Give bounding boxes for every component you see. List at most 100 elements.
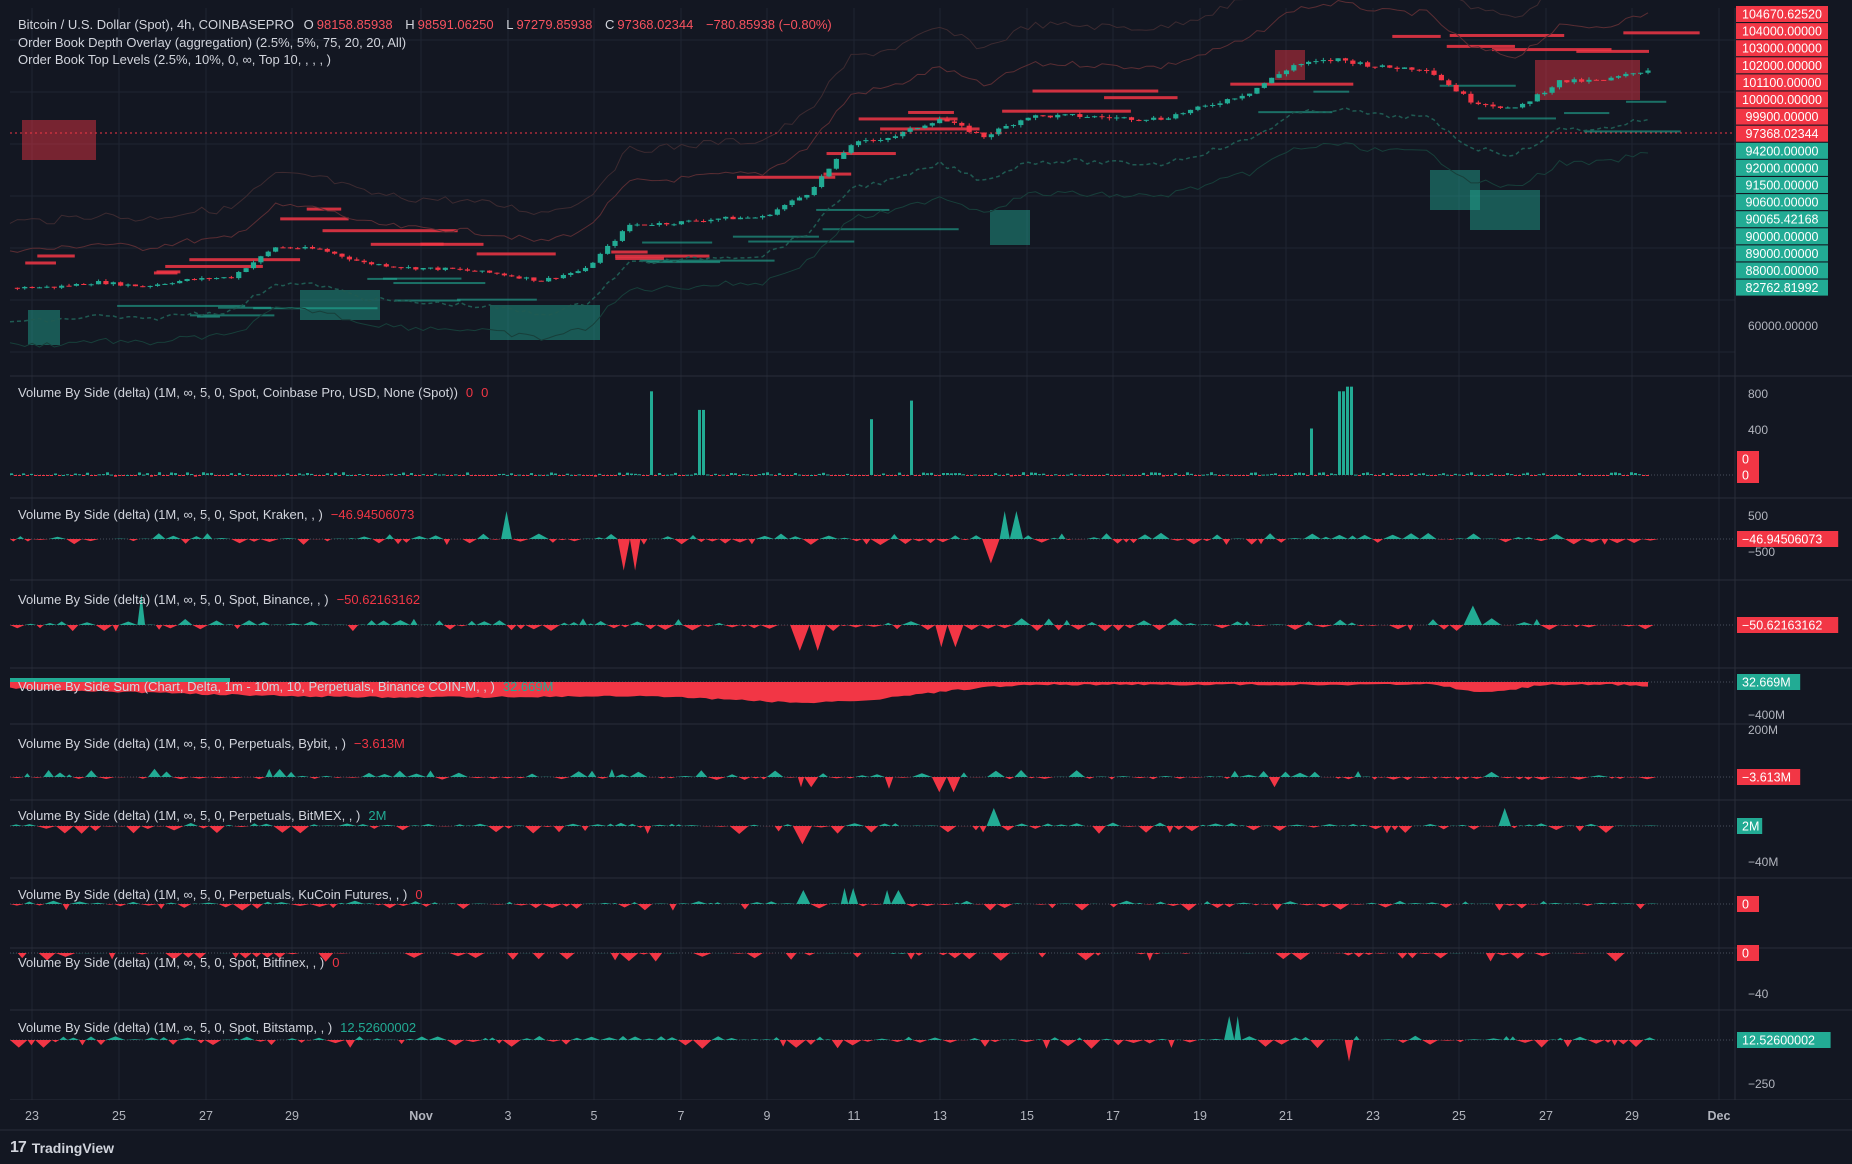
volume-delta-area — [803, 953, 815, 956]
volume-delta-bar — [1110, 475, 1113, 476]
candle-body — [708, 219, 714, 222]
volume-delta-area — [140, 826, 155, 829]
candle-body — [472, 270, 478, 272]
volume-delta-area — [1241, 1036, 1258, 1040]
pane-title-coinbase[interactable]: Volume By Side (delta) (1M, ∞, 5, 0, Spo… — [18, 385, 488, 400]
volume-delta-area — [1534, 953, 1551, 957]
volume-delta-area — [27, 1040, 36, 1046]
volume-delta-area — [1483, 771, 1500, 777]
volume-delta-area — [1534, 823, 1548, 826]
volume-delta-area — [10, 1040, 28, 1048]
volume-delta-area — [1309, 771, 1321, 777]
volume-delta-bar — [610, 475, 613, 476]
volume-delta-area — [1068, 823, 1085, 826]
volume-delta-area — [155, 625, 163, 630]
tradingview-logo[interactable]: 17 TradingView — [10, 1139, 114, 1157]
volume-delta-area — [749, 1039, 760, 1040]
volume-delta-bar — [1294, 473, 1297, 475]
volume-delta-bar — [934, 475, 937, 476]
volume-delta-bar — [810, 474, 813, 476]
candle-body — [553, 277, 559, 279]
volume-delta-bar — [114, 475, 117, 477]
candle-body — [885, 137, 891, 141]
volume-delta-bar — [1478, 474, 1481, 476]
volume-delta-bar — [178, 475, 181, 476]
volume-delta-bar — [1046, 475, 1049, 476]
orderbook-level-bar — [197, 315, 220, 318]
pane-title-bitfinex[interactable]: Volume By Side (delta) (1M, ∞, 5, 0, Spo… — [18, 955, 339, 970]
axis-tick: −40 — [1748, 987, 1769, 1001]
last-value-tag-bg — [1737, 1032, 1831, 1048]
volume-delta-bar — [614, 475, 617, 476]
volume-delta-bar — [98, 474, 101, 476]
volume-delta-area — [533, 1036, 546, 1040]
time-axis-label: 25 — [112, 1109, 126, 1123]
pane-title-bitmex[interactable]: Volume By Side (delta) (1M, ∞, 5, 0, Per… — [18, 808, 386, 823]
volume-delta-area — [748, 824, 760, 826]
indicator-top-levels[interactable]: Order Book Top Levels (2.5%, 10%, 0, ∞, … — [18, 52, 332, 67]
volume-delta-bar — [818, 473, 821, 475]
volume-delta-area — [1169, 539, 1186, 541]
pane-title-binance[interactable]: Volume By Side (delta) (1M, ∞, 5, 0, Spo… — [18, 592, 420, 607]
volume-delta-area — [148, 768, 161, 777]
volume-delta-area — [600, 1037, 619, 1040]
volume-delta-area — [724, 625, 740, 628]
candle-body — [1195, 106, 1201, 110]
time-axis-label: 19 — [1193, 1109, 1207, 1123]
volume-delta-area — [657, 777, 667, 779]
volume-delta-area — [1438, 625, 1450, 630]
volume-delta-bar — [1498, 475, 1501, 476]
volume-delta-area — [1625, 777, 1638, 778]
volume-delta-area — [1138, 826, 1154, 833]
volume-delta-area — [1249, 625, 1268, 627]
candle-body — [1601, 79, 1607, 81]
volume-delta-area — [382, 904, 397, 909]
volume-delta-area — [309, 777, 320, 779]
volume-delta-area — [35, 1040, 52, 1048]
volume-delta-area — [1202, 539, 1212, 542]
candle-body — [531, 277, 537, 281]
volume-delta-bar — [1066, 474, 1069, 476]
volume-delta-bar — [454, 474, 457, 476]
volume-delta-bar — [1182, 475, 1185, 476]
volume-delta-bar — [946, 472, 949, 475]
volume-delta-area — [1259, 904, 1273, 905]
pane-title-bybit[interactable]: Volume By Side (delta) (1M, ∞, 5, 0, Per… — [18, 736, 405, 751]
volume-delta-area — [67, 1037, 80, 1040]
volume-delta-area — [905, 904, 919, 907]
candle-body — [221, 277, 227, 279]
candle-body — [1306, 61, 1312, 64]
pane-title-bitstamp[interactable]: Volume By Side (delta) (1M, ∞, 5, 0, Spo… — [18, 1020, 416, 1035]
pane-title-kraken[interactable]: Volume By Side (delta) (1M, ∞, 5, 0, Spo… — [18, 507, 414, 522]
open-value: 98158.85938 — [316, 17, 393, 32]
candle-body — [1010, 125, 1017, 127]
volume-delta-area — [760, 625, 779, 629]
volume-delta-area — [1222, 539, 1231, 545]
volume-delta-bar — [974, 474, 977, 476]
volume-delta-area — [347, 625, 359, 632]
pane-value: −50.62163162 — [336, 592, 421, 607]
volume-delta-bar — [30, 473, 33, 475]
candle-body — [250, 262, 257, 269]
volume-delta-area — [467, 777, 487, 779]
volume-delta-area — [1097, 625, 1113, 632]
volume-delta-bar — [586, 475, 589, 476]
volume-delta-area — [1108, 777, 1115, 780]
volume-delta-area — [1398, 826, 1413, 833]
candle-body — [745, 217, 751, 219]
candle-body — [1077, 114, 1083, 117]
pane-title-binance-coinm[interactable]: Volume By Side Sum (Chart, Delta, 1m - 1… — [18, 679, 553, 694]
volume-delta-bar — [338, 475, 341, 476]
pane-title-kucoin[interactable]: Volume By Side (delta) (1M, ∞, 5, 0, Per… — [18, 887, 423, 902]
volume-delta-area — [1204, 776, 1216, 777]
volume-delta-area — [661, 536, 675, 539]
volume-delta-bar — [754, 475, 757, 476]
volume-delta-area — [695, 770, 708, 777]
orderbook-level-bar — [189, 314, 275, 317]
volume-delta-area — [562, 904, 571, 907]
symbol-title[interactable]: Bitcoin / U.S. Dollar (Spot), 4h, COINBA… — [18, 17, 294, 32]
candle-body — [346, 256, 352, 260]
volume-delta-bar — [890, 475, 893, 476]
indicator-depth-overlay[interactable]: Order Book Depth Overlay (aggregation) (… — [18, 35, 407, 50]
